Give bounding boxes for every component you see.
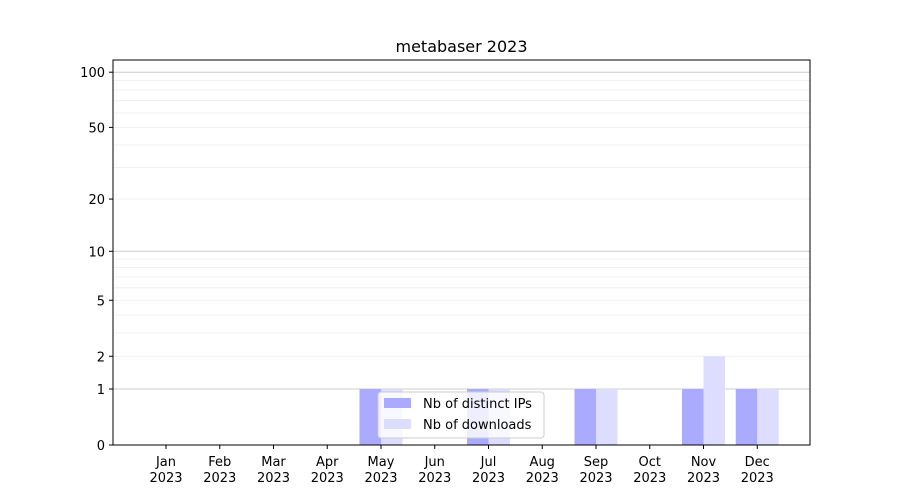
x-tick-label: Jun 2023 — [418, 455, 451, 486]
y-tick-label: 100 — [80, 66, 105, 81]
x-tick-label: Nov 2023 — [687, 455, 720, 486]
plot-frame — [112, 59, 811, 446]
x-tick-label: Sep 2023 — [579, 455, 612, 486]
x-tick-label: Aug 2023 — [526, 455, 559, 486]
y-tick-label: 1 — [97, 383, 105, 398]
y-tick-label: 5 — [97, 294, 105, 309]
x-tick-label: Oct 2023 — [633, 455, 666, 486]
legend: Nb of distinct IPs Nb of downloads — [377, 391, 545, 439]
legend-swatch — [384, 419, 411, 429]
x-tick-label: Jul 2023 — [472, 455, 505, 486]
bar-distinct-ips-nov — [682, 389, 704, 445]
y-tick-label: 50 — [88, 121, 105, 136]
x-tick-label: Dec 2023 — [741, 455, 774, 486]
x-tick-label: May 2023 — [364, 455, 397, 486]
legend-label: Nb of downloads — [423, 418, 532, 433]
bar-distinct-ips-may — [359, 389, 381, 445]
legend-label: Nb of distinct IPs — [423, 397, 532, 412]
bar-downloads-nov — [703, 356, 725, 445]
legend-swatch — [384, 398, 411, 408]
legend-box — [377, 391, 545, 439]
bar-downloads-dec — [757, 389, 779, 445]
bar-distinct-ips-dec — [735, 389, 758, 445]
y-tick-label: 0 — [97, 439, 105, 454]
bar-downloads-sep — [596, 389, 618, 445]
y-tick-label: 20 — [88, 193, 105, 208]
y-tick-label: 2 — [97, 350, 105, 365]
x-tick-label: Mar 2023 — [257, 455, 290, 486]
x-tick-label: Feb 2023 — [203, 455, 236, 486]
x-tick-label: Apr 2023 — [311, 455, 344, 486]
chart-title: metabaser 2023 — [395, 37, 527, 56]
y-tick-label: 10 — [88, 245, 105, 260]
bar-distinct-ips-sep — [574, 389, 596, 445]
x-tick-label: Jan 2023 — [149, 455, 182, 486]
